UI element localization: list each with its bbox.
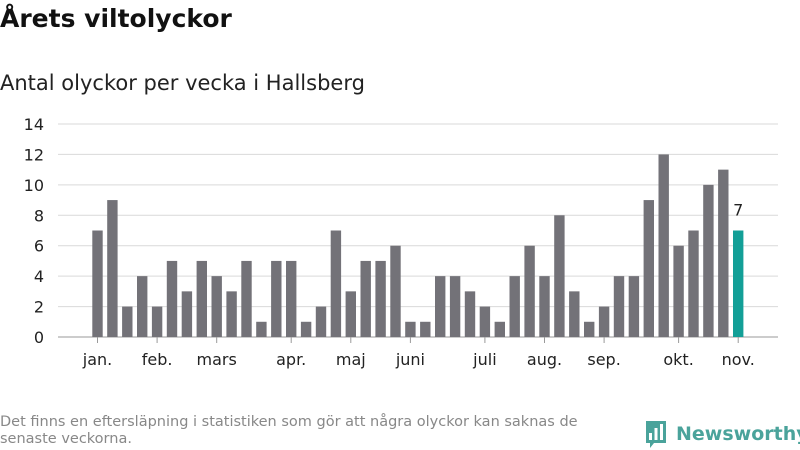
x-tick-label: apr. (276, 350, 306, 369)
x-tick-label: juli (472, 350, 496, 369)
bar (122, 306, 133, 337)
bar (673, 245, 684, 337)
y-tick-label: 14 (24, 115, 44, 134)
y-tick-label: 4 (34, 267, 44, 286)
bar (360, 260, 371, 337)
bar (300, 321, 312, 337)
bar (181, 291, 193, 337)
bar (569, 291, 580, 337)
bar (196, 260, 207, 337)
x-tick-label: sep. (587, 350, 620, 369)
y-tick-label: 10 (24, 176, 44, 195)
annotations: 7 (733, 201, 743, 220)
x-tick-label: jan. (82, 350, 112, 369)
x-tick-label: juni (395, 350, 425, 369)
bars (92, 154, 744, 337)
bar (509, 276, 520, 337)
y-axis-ticks: 0 2 4 6 8 10 12 14 (24, 115, 44, 347)
bar (405, 321, 416, 337)
x-tick-label: mars (197, 350, 237, 369)
bar (137, 276, 148, 337)
bar (628, 276, 640, 337)
x-tick-label: feb. (142, 350, 173, 369)
x-tick-label: nov. (722, 350, 755, 369)
y-tick-label: 12 (24, 145, 44, 164)
brand-name: Newsworthy (676, 423, 800, 445)
y-tick-label: 2 (34, 298, 44, 317)
bar (345, 291, 356, 337)
bar (315, 306, 327, 337)
x-tick-label: maj (336, 350, 366, 369)
bar-chart-logo-icon (646, 421, 666, 448)
bar (286, 260, 297, 337)
y-tick-label: 6 (34, 237, 44, 256)
bar (435, 276, 446, 337)
bar (166, 260, 178, 337)
highlight-value-label: 7 (733, 201, 743, 220)
y-tick-label: 8 (34, 206, 44, 225)
bar (598, 306, 610, 337)
bar (688, 230, 699, 337)
chart-subtitle: Antal olyckor per vecka i Hallsberg (0, 71, 365, 95)
bar (613, 276, 625, 337)
bar (151, 306, 163, 337)
bar (718, 169, 729, 337)
bar (256, 321, 267, 337)
bar (107, 200, 118, 337)
bar (658, 154, 669, 337)
bar (390, 245, 401, 337)
bar (464, 291, 476, 337)
bar (643, 200, 654, 337)
gridlines (58, 123, 778, 338)
bar (226, 291, 237, 337)
bar (554, 215, 565, 337)
x-tick-label: aug. (527, 350, 562, 369)
y-tick-label: 0 (34, 328, 44, 347)
bar (92, 230, 103, 337)
bar (584, 321, 595, 337)
bar (241, 260, 252, 337)
footnote: Det finns en eftersläpning i statistiken… (0, 414, 578, 447)
bar (733, 230, 744, 337)
bar (703, 184, 714, 337)
bar (271, 260, 282, 337)
x-axis-ticks: jan. feb. mars apr. maj juni juli aug. sep. okt. n… (82, 337, 755, 369)
bar (479, 306, 491, 337)
bar (375, 260, 386, 337)
bar (494, 321, 505, 337)
bar (211, 276, 222, 337)
bar (449, 276, 461, 337)
x-tick-label: okt. (663, 350, 693, 369)
bar (524, 245, 535, 337)
bar (539, 276, 550, 337)
brand-logo[interactable]: Newsworthy (644, 419, 800, 449)
bar (420, 321, 431, 337)
chart-title: Årets viltolyckor (0, 4, 232, 33)
bar (330, 230, 342, 337)
